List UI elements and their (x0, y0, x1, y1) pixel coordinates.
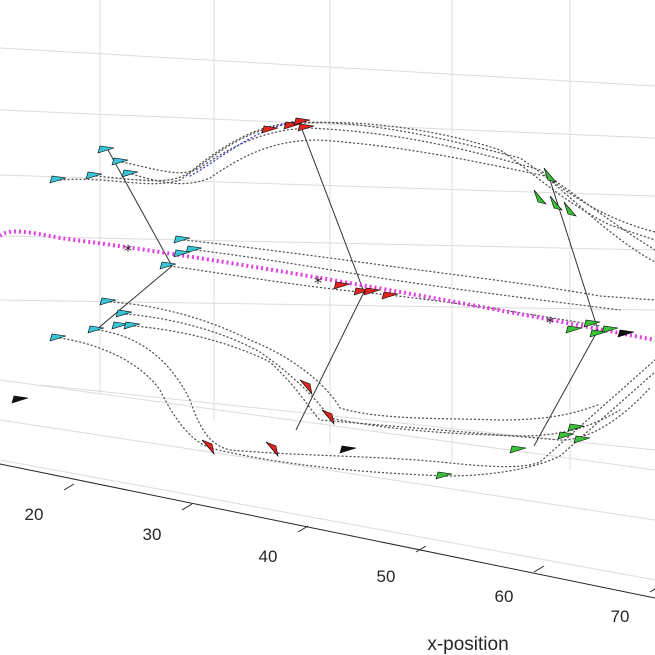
cyan-agent-marker (159, 261, 177, 270)
trajectory-path (133, 325, 651, 441)
cyan-agent-marker (87, 325, 105, 334)
formation-link (299, 123, 365, 293)
cyan-agent-marker (185, 245, 203, 254)
grid-line (0, 174, 655, 197)
green-agent-marker (567, 423, 585, 432)
formation-link (295, 291, 365, 431)
waypoint-markers: * * * (124, 241, 554, 332)
cyan-agent-marker (111, 321, 129, 330)
black-agent-marker (11, 395, 29, 404)
x-tick-mark (533, 565, 545, 573)
green-agent-marker (565, 325, 583, 334)
x-tick-label: 70 (611, 607, 630, 626)
cyan-agent-marker (99, 297, 117, 306)
grid-lines (0, 0, 655, 470)
cyan-agent-marker (97, 145, 115, 154)
cyan-agent-marker (115, 309, 133, 318)
red-agent-marker (261, 125, 279, 134)
grid-line (0, 235, 655, 251)
red-agent-marker (363, 287, 381, 296)
x-tick-mark (415, 545, 427, 553)
red-agent-marker (297, 123, 315, 132)
green-agent-marker (589, 329, 607, 338)
green-agent-marker (563, 201, 577, 217)
x-tick-label: 50 (377, 567, 396, 586)
cyan-agent-marker (173, 235, 191, 244)
x-tick-mark (649, 588, 655, 593)
x-tick-label: 20 (25, 505, 44, 524)
trajectory-path (95, 121, 655, 233)
cyan-agent-marker (85, 171, 103, 180)
trajectory-path (195, 249, 621, 311)
x-tick-mark (181, 503, 193, 511)
trajectory-path-blue (189, 119, 301, 177)
red-agent-marker (333, 281, 351, 290)
x-axis-ticks: 20 30 40 50 60 70 (25, 483, 655, 626)
floor-line (0, 419, 655, 521)
trajectories (59, 119, 655, 477)
green-agent-marker (549, 195, 563, 211)
formation-link (107, 149, 173, 267)
cyan-agent-marker (49, 175, 67, 184)
trajectory-path (131, 139, 655, 263)
red-agent-marker (299, 379, 313, 396)
green-agent-marker (601, 325, 619, 334)
red-agent-marker (201, 439, 215, 456)
cyan-agent-marker (111, 157, 129, 166)
trajectory-path (59, 337, 655, 477)
grid-line (0, 47, 655, 87)
green-agent-marker (435, 471, 453, 480)
formation-link (549, 179, 599, 331)
agent-markers (11, 117, 635, 480)
x-tick-label: 60 (495, 587, 514, 606)
cyan-agent-marker (123, 321, 141, 330)
red-agent-marker (321, 409, 335, 426)
cyan-agent-marker (49, 333, 67, 342)
waypoint-star: * (314, 273, 322, 292)
formation-link (533, 329, 599, 447)
green-agent-marker (583, 319, 601, 328)
formation-links (95, 123, 599, 447)
waypoint-star: * (546, 313, 554, 332)
formation-link (95, 265, 173, 331)
green-agent-marker (509, 445, 527, 454)
trajectory-path (97, 329, 655, 468)
waypoint-star: * (124, 241, 132, 260)
x-tick-label: 30 (143, 525, 162, 544)
green-agent-marker (543, 167, 557, 183)
cyan-agent-marker (121, 169, 139, 178)
trajectory-path (59, 121, 655, 241)
grid-line (0, 109, 655, 139)
trajectory-path (121, 127, 655, 251)
x-axis-label: x-position (427, 634, 508, 655)
floor-line (0, 459, 655, 581)
green-agent-marker (533, 189, 547, 205)
green-agent-marker (557, 431, 575, 440)
x-tick-mark (297, 525, 309, 533)
green-agent-marker (573, 435, 591, 444)
trajectory-path (109, 301, 601, 421)
black-agent-marker (339, 445, 357, 454)
trajectory-path (125, 313, 621, 437)
red-agent-marker (381, 291, 399, 300)
red-agent-marker (293, 117, 311, 126)
cyan-agent-marker (173, 249, 191, 258)
x-tick-mark (63, 483, 75, 491)
red-agent-marker (265, 441, 279, 458)
floor-line (0, 379, 655, 471)
x-axis-line (0, 463, 655, 599)
black-agent-marker (617, 329, 635, 338)
x-tick-label: 40 (259, 547, 278, 566)
trajectory-path (183, 239, 655, 301)
